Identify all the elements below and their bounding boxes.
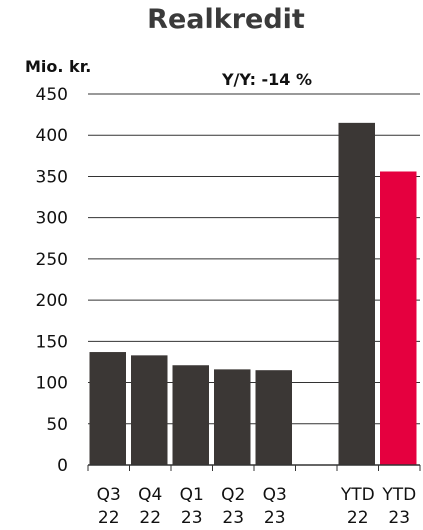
y-tick-label: 450 (36, 85, 68, 105)
bar (214, 369, 251, 465)
x-axis-ticks: Q3 22 Q4 22 Q1 23 Q2 23 Q3 23 YTD 22 YTD 23 (97, 485, 417, 528)
y-tick-label: 300 (36, 209, 68, 229)
x-tick-label: Q4 (138, 485, 162, 505)
y-tick-label: 350 (36, 167, 68, 187)
bar (172, 365, 209, 465)
y-axis-ticks: 0 50 100 150 200 250 300 350 400 450 (36, 85, 68, 476)
y-tick-label: 0 (57, 456, 68, 476)
x-tick-label: 22 (347, 508, 369, 528)
x-tick-label: Q3 (263, 485, 287, 505)
bar (255, 370, 292, 465)
y-tick-label: 100 (36, 374, 68, 394)
y-tick-label: 250 (36, 250, 68, 270)
x-tick-label: 23 (388, 508, 410, 528)
x-tick-label: YTD (340, 485, 375, 505)
y-tick-label: 150 (36, 332, 68, 352)
x-tick-label: 23 (222, 508, 244, 528)
x-axis (87, 464, 421, 471)
yoy-annotation: Y/Y: -14 % (221, 70, 312, 89)
x-tick-label: 22 (139, 508, 161, 528)
y-tick-label: 200 (36, 291, 68, 311)
x-tick-label: 23 (264, 508, 286, 528)
bar (131, 355, 168, 465)
y-tick-label: 50 (46, 415, 68, 435)
x-tick-label: Q1 (180, 485, 204, 505)
x-tick-label: Q3 (97, 485, 121, 505)
x-tick-label: 22 (98, 508, 120, 528)
chart-title: Realkredit (147, 4, 305, 35)
bar (380, 171, 417, 465)
bars (89, 122, 417, 465)
bar (338, 122, 375, 465)
bar (89, 352, 126, 465)
x-tick-label: YTD (381, 485, 416, 505)
x-tick-label: Q2 (221, 485, 245, 505)
y-axis-unit: Mio. kr. (25, 57, 91, 76)
x-tick-label: 23 (181, 508, 203, 528)
y-tick-label: 400 (36, 126, 68, 146)
